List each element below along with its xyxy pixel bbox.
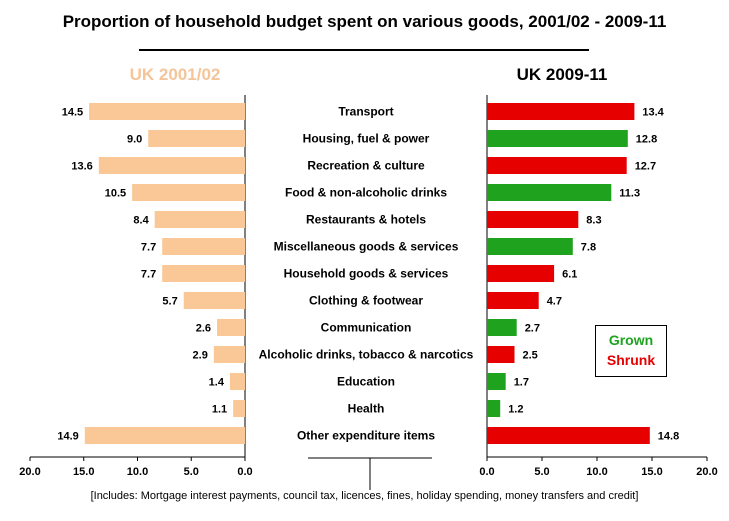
category-label: Health bbox=[348, 402, 385, 416]
left-bar bbox=[98, 157, 245, 174]
left-bar bbox=[148, 130, 245, 147]
left-bar bbox=[84, 427, 245, 444]
left-bar bbox=[217, 319, 245, 336]
legend: Grown Shrunk bbox=[595, 325, 667, 377]
right-tick-label: 5.0 bbox=[534, 466, 549, 478]
left-bar bbox=[183, 292, 245, 309]
right-value-label: 7.8 bbox=[581, 242, 596, 254]
right-tick-label: 20.0 bbox=[696, 466, 717, 478]
right-value-label: 13.4 bbox=[642, 107, 664, 119]
category-label: Food & non-alcoholic drinks bbox=[285, 186, 447, 200]
right-tick-label: 15.0 bbox=[641, 466, 662, 478]
right-bar bbox=[487, 265, 555, 282]
left-tick-label: 5.0 bbox=[184, 466, 199, 478]
category-label: Alcoholic drinks, tobacco & narcotics bbox=[259, 348, 474, 362]
chart-title: Proportion of household budget spent on … bbox=[62, 12, 667, 31]
footnote: [Includes: Mortgage interest payments, c… bbox=[90, 490, 639, 502]
right-value-label: 1.7 bbox=[514, 377, 529, 389]
right-tick-label: 0.0 bbox=[479, 466, 494, 478]
category-label: Other expenditure items bbox=[297, 429, 435, 443]
category-label: Household goods & services bbox=[284, 267, 449, 281]
right-bar bbox=[487, 346, 515, 363]
right-value-label: 2.7 bbox=[525, 323, 540, 335]
left-bar bbox=[162, 238, 245, 255]
left-value-label: 13.6 bbox=[71, 161, 92, 173]
left-tick-label: 0.0 bbox=[237, 466, 252, 478]
left-bar bbox=[229, 373, 245, 390]
left-bar bbox=[89, 103, 245, 120]
right-bar bbox=[487, 130, 628, 147]
left-tick-label: 15.0 bbox=[73, 466, 94, 478]
right-value-label: 8.3 bbox=[586, 215, 601, 227]
category-label: Recreation & culture bbox=[307, 159, 425, 173]
left-value-label: 2.6 bbox=[196, 323, 211, 335]
right-bar bbox=[487, 292, 539, 309]
left-bar bbox=[162, 265, 245, 282]
category-label: Communication bbox=[321, 321, 412, 335]
right-chart-title: UK 2009-11 bbox=[516, 65, 608, 84]
left-tick-label: 10.0 bbox=[127, 466, 148, 478]
legend-grown: Grown bbox=[608, 332, 654, 348]
category-label: Clothing & footwear bbox=[309, 294, 423, 308]
left-bar bbox=[154, 211, 245, 228]
left-value-label: 1.1 bbox=[212, 404, 227, 416]
right-bar bbox=[487, 400, 501, 417]
category-label: Housing, fuel & power bbox=[303, 132, 430, 146]
left-value-label: 7.7 bbox=[141, 269, 156, 281]
title-underline bbox=[139, 49, 589, 51]
right-value-label: 12.8 bbox=[636, 134, 657, 146]
right-bar bbox=[487, 373, 506, 390]
left-bar bbox=[132, 184, 245, 201]
left-value-label: 14.9 bbox=[57, 431, 78, 443]
right-bar bbox=[487, 103, 635, 120]
right-bar bbox=[487, 238, 573, 255]
right-bar bbox=[487, 157, 627, 174]
right-value-label: 14.8 bbox=[658, 431, 679, 443]
left-chart-title: UK 2001/02 bbox=[129, 65, 221, 84]
category-label: Miscellaneous goods & services bbox=[274, 240, 459, 254]
left-bar bbox=[213, 346, 245, 363]
right-bar bbox=[487, 427, 650, 444]
right-value-label: 2.5 bbox=[523, 350, 538, 362]
right-value-label: 12.7 bbox=[635, 161, 656, 173]
right-bar bbox=[487, 319, 517, 336]
right-tick-label: 10.0 bbox=[586, 466, 607, 478]
left-value-label: 2.9 bbox=[193, 350, 208, 362]
category-label: Education bbox=[337, 375, 395, 389]
right-value-label: 6.1 bbox=[562, 269, 577, 281]
legend-shrunk: Shrunk bbox=[606, 352, 656, 368]
left-value-label: 5.7 bbox=[162, 296, 177, 308]
left-value-label: 10.5 bbox=[105, 188, 126, 200]
right-bar bbox=[487, 211, 579, 228]
left-value-label: 14.5 bbox=[62, 107, 83, 119]
left-value-label: 9.0 bbox=[127, 134, 142, 146]
right-value-label: 4.7 bbox=[547, 296, 562, 308]
left-value-label: 7.7 bbox=[141, 242, 156, 254]
left-tick-label: 20.0 bbox=[19, 466, 40, 478]
left-value-label: 8.4 bbox=[133, 215, 149, 227]
right-value-label: 1.2 bbox=[508, 404, 523, 416]
category-label: Transport bbox=[338, 105, 393, 119]
left-bar bbox=[233, 400, 245, 417]
left-value-label: 1.4 bbox=[209, 377, 225, 389]
category-label: Restaurants & hotels bbox=[306, 213, 426, 227]
right-value-label: 11.3 bbox=[619, 188, 640, 200]
right-bar bbox=[487, 184, 612, 201]
